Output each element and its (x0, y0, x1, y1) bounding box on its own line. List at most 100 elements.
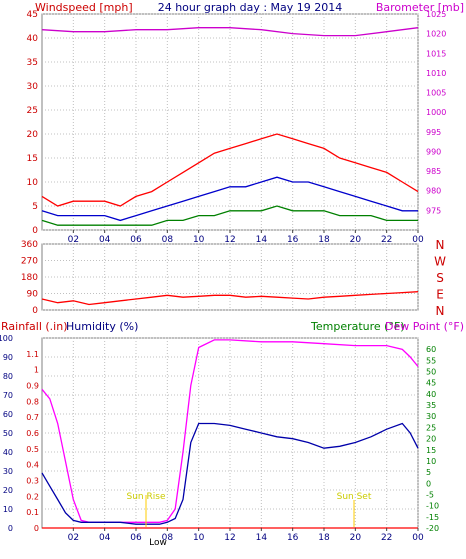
series-line-0 (41, 133, 419, 207)
humidity-y-tick: 70 (3, 391, 13, 400)
wind-y-tick: 35 (27, 58, 38, 68)
temperature-y-tick: 45 (426, 379, 436, 388)
barometer-right-ticks: 975 980 985 990 995 1000 1005 1010 1015 1020 1025 (426, 10, 446, 215)
wind-y-tick: 5 (32, 202, 38, 212)
x-tick-label: 12 (224, 533, 235, 543)
humidity-x-ticks: 02 04 06 08 10 12 14 16 18 20 22 00 (68, 528, 424, 543)
x-tick-label: 08 (162, 533, 174, 543)
wind-y-tick: 20 (27, 130, 39, 140)
wind-panel-grid (42, 13, 419, 231)
compass-label: N (436, 238, 445, 252)
wind-y-tick: 10 (27, 178, 39, 188)
x-tick-label: 18 (318, 533, 330, 543)
dewpoint-axis-label: Dew Point (°F) (385, 320, 464, 333)
humidity-axis-label: Humidity (%) (66, 320, 138, 333)
x-tick-label: 06 (130, 533, 142, 543)
x-tick-label: 14 (256, 533, 268, 543)
x-tick-label: 20 (350, 533, 362, 543)
x-tick-label: 16 (287, 533, 299, 543)
direction-y-tick: 180 (21, 273, 38, 283)
compass-label: W (434, 255, 446, 269)
x-tick-label: 08 (162, 235, 174, 245)
low-annotation: Low (149, 538, 167, 548)
temperature-y-tick: -10 (426, 502, 439, 511)
temperature-y-tick: 5 (426, 468, 431, 477)
x-tick-label: 00 (412, 533, 424, 543)
barometer-y-tick: 995 (426, 128, 441, 137)
temperature-y-tick: -20 (426, 524, 439, 533)
barometer-y-tick: 1020 (426, 30, 446, 39)
temperature-y-tick: 0 (426, 479, 431, 488)
humidity-y-tick: 40 (3, 448, 13, 457)
wind-y-tick: 40 (27, 34, 39, 44)
direction-y-tick: 90 (27, 290, 39, 300)
x-tick-label: 02 (68, 533, 79, 543)
barometer-y-tick: 985 (426, 167, 441, 176)
rainfall-y-tick: 0 (34, 524, 39, 533)
rainfall-y-tick: 0.3 (26, 477, 39, 486)
humidity-y-tick: 20 (3, 486, 13, 495)
direction-y-tick: 360 (21, 240, 38, 250)
chart-title: 24 hour graph day : May 19 2014 (158, 1, 343, 14)
temperature-y-tick: 25 (426, 423, 436, 432)
barometer-y-tick: 1000 (426, 108, 446, 117)
humidity-y-tick: 60 (3, 410, 13, 419)
temperature-y-tick: -5 (426, 490, 434, 499)
rainfall-y-tick: 1 (34, 366, 39, 375)
sunrise-annotation: Sun Rise (127, 492, 166, 502)
barometer-y-tick: 1010 (426, 69, 446, 78)
x-tick-label: 10 (193, 533, 205, 543)
x-tick-label: 02 (68, 235, 79, 245)
x-tick-label: 00 (412, 235, 424, 245)
compass-label: S (436, 271, 444, 285)
wind-panel-series (41, 27, 419, 226)
wind-y-tick: 25 (27, 106, 38, 116)
barometer-y-tick: 1025 (426, 10, 446, 19)
temperature-y-tick: 10 (426, 457, 436, 466)
series-line-0 (41, 339, 419, 523)
direction-left-ticks: 0 90 180 270 360 (21, 240, 38, 316)
rainfall-y-tick: 0.6 (26, 429, 39, 438)
rainfall-y-tick: 0.1 (26, 508, 39, 517)
temperature-ticks: -20 -15 -10 -5 0 5 10 15 20 25 30 35 40 45 50 55 60 (426, 345, 439, 533)
wind-left-ticks: 0 5 10 15 20 25 30 35 40 45 (27, 10, 39, 236)
temperature-y-tick: 35 (426, 401, 436, 410)
rainfall-y-tick: 0.2 (26, 492, 39, 501)
direction-y-tick: 0 (32, 306, 38, 316)
rainfall-axis-label: Rainfall (.in) (1, 320, 68, 333)
x-tick-label: 14 (256, 235, 268, 245)
humidity-y-tick: 10 (3, 505, 13, 514)
temperature-y-tick: 50 (426, 368, 436, 377)
compass-label: N (436, 304, 445, 318)
x-tick-label: 20 (350, 235, 362, 245)
temperature-y-tick: 60 (426, 345, 436, 354)
temperature-y-tick: 40 (426, 390, 436, 399)
barometer-axis-label: Barometer [mb] (376, 1, 464, 14)
direction-y-tick: 270 (21, 257, 38, 267)
sunset-annotation: Sun Set (337, 492, 372, 502)
barometer-y-tick: 980 (426, 187, 441, 196)
humidity-ticks: 0 10 20 30 40 50 60 70 80 90 100 (0, 334, 13, 533)
windspeed-axis-label: Windspeed [mph] (35, 1, 133, 14)
rainfall-ticks: 0 0.1 0.2 0.3 0.4 0.5 0.6 0.7 0.8 0.9 1 1.1 (26, 350, 39, 533)
humidity-y-tick: 50 (3, 429, 13, 438)
x-tick-label: 16 (287, 235, 299, 245)
barometer-y-tick: 1015 (426, 49, 446, 58)
humidity-y-tick: 100 (0, 334, 13, 343)
series-line-0 (41, 291, 419, 306)
rainfall-y-tick: 0.9 (26, 382, 39, 391)
humidity-y-tick: 80 (3, 372, 13, 381)
x-tick-label: 22 (381, 533, 392, 543)
temperature-y-tick: 15 (426, 446, 436, 455)
x-tick-label: 12 (224, 235, 235, 245)
temperature-y-tick: -15 (426, 513, 439, 522)
x-tick-label: 18 (318, 235, 330, 245)
temperature-y-tick: 30 (426, 412, 436, 421)
rainfall-y-tick: 0.4 (26, 461, 39, 470)
series-line-1 (41, 422, 419, 525)
wind-y-tick: 30 (27, 82, 39, 92)
wind-x-ticks: 02 04 06 08 10 12 14 16 18 20 22 00 (68, 230, 424, 245)
rainfall-y-tick: 0.5 (26, 445, 39, 454)
series-line-2 (41, 205, 418, 226)
